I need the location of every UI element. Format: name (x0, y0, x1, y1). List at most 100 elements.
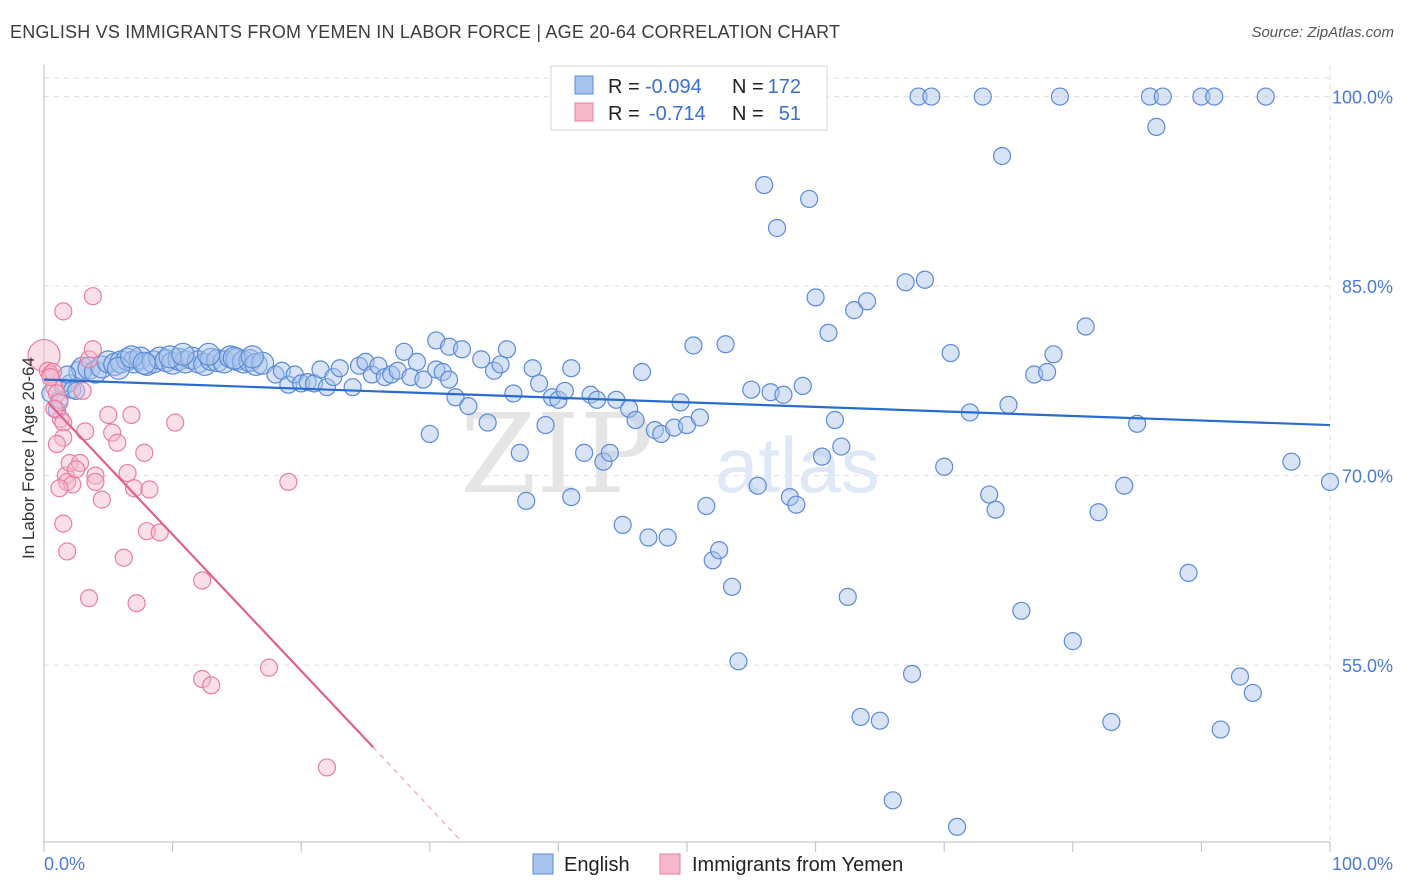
english-point-160 (1205, 87, 1224, 106)
yemen-point-25 (79, 589, 99, 608)
english-point-146 (1037, 362, 1057, 382)
yemen-point-8 (54, 413, 73, 432)
english-point-97 (658, 528, 677, 547)
yemen-point-37 (150, 523, 169, 542)
english-point-150 (1076, 317, 1095, 336)
english-point-101 (684, 336, 703, 355)
source-label: Source: ZipAtlas.com (1251, 24, 1394, 41)
english-point-73 (504, 384, 523, 403)
legend-bottom-english-label: English (564, 854, 630, 876)
english-point-136 (941, 343, 960, 363)
yemen-point-41 (202, 676, 221, 695)
yemen-point-49 (47, 434, 66, 454)
english-point-163 (1243, 683, 1262, 703)
yemen-point-29 (114, 548, 133, 567)
english-point-90 (613, 515, 632, 534)
english-point-67 (459, 397, 478, 416)
english-point-171 (132, 351, 156, 375)
english-point-44 (317, 378, 337, 397)
legend-english-n-label: N = (732, 76, 764, 98)
yemen-point-30 (118, 463, 137, 483)
english-point-149 (1063, 632, 1082, 651)
legend-bottom-english-swatch (532, 853, 554, 875)
english-point-75 (517, 491, 536, 510)
english-point-129 (883, 791, 902, 810)
yemen-point-36 (140, 480, 159, 499)
english-point-108 (729, 652, 748, 671)
english-point-58 (414, 370, 433, 389)
yemen-point-21 (83, 287, 102, 306)
english-point-140 (980, 485, 999, 504)
english-point-68 (472, 350, 491, 369)
english-point-77 (530, 374, 549, 393)
english-point-104 (703, 551, 722, 570)
legend-english-swatch (574, 75, 594, 95)
english-point-84 (575, 443, 594, 462)
english-point-118 (800, 189, 819, 209)
english-point-92 (626, 410, 645, 430)
legend-top: R = -0.094 N = 172 R = -0.714 N = 51 (550, 65, 828, 131)
english-point-82 (562, 487, 581, 507)
english-point-157 (1153, 87, 1172, 106)
english-point-161 (1211, 720, 1230, 739)
yemen-point-23 (86, 472, 105, 492)
chart-title: ENGLISH VS IMMIGRANTS FROM YEMEN IN LABO… (10, 22, 841, 42)
english-point-102 (690, 408, 709, 427)
english-point-147 (1044, 345, 1063, 364)
english-point-158 (1179, 563, 1198, 582)
english-points (41, 87, 1340, 836)
yemen-point-50 (50, 479, 69, 498)
english-trend-line (43, 378, 1331, 427)
yemen-point-17 (73, 381, 92, 401)
english-point-137 (947, 817, 967, 836)
english-point-173 (171, 342, 195, 366)
english-point-124 (838, 587, 857, 606)
english-point-78 (536, 415, 555, 435)
english-point-120 (812, 447, 832, 466)
english-point-155 (1140, 87, 1160, 106)
y-tick-label-0: 55.0% (1342, 656, 1393, 676)
english-point-123 (832, 437, 851, 456)
english-point-143 (999, 395, 1018, 414)
english-point-126 (851, 707, 870, 727)
legend-yemen-swatch (574, 102, 594, 122)
legend-english-n-value: 172 (768, 76, 801, 98)
english-point-41 (298, 373, 317, 392)
english-point-115 (780, 487, 799, 507)
english-point-175 (222, 346, 246, 370)
legend-yemen-n-value: 51 (779, 103, 801, 125)
yemen-trend-extension (372, 746, 463, 843)
yemen-point-24 (92, 490, 111, 509)
english-point-117 (793, 376, 812, 396)
yemen-point-20 (83, 340, 102, 359)
english-point-125 (845, 301, 864, 320)
english-point-114 (774, 385, 793, 404)
y-axis-label: In Labor Force | Age 20-64 (19, 357, 38, 559)
english-point-139 (973, 87, 992, 106)
yemen-point-26 (99, 405, 118, 425)
english-point-151 (1089, 503, 1108, 522)
english-point-46 (330, 359, 349, 378)
yemen-point-27 (103, 423, 122, 442)
english-point-93 (632, 362, 652, 382)
yemen-point-42 (259, 658, 279, 677)
english-point-122 (825, 410, 844, 430)
english-point-119 (806, 288, 825, 307)
yemen-point-15 (58, 542, 77, 561)
legend-bottom: English Immigrants from Yemen (532, 853, 903, 876)
yemen-trend-line (47, 401, 375, 748)
english-point-47 (343, 378, 362, 397)
english-point-72 (497, 340, 517, 359)
y-tick-label-2: 85.0% (1342, 277, 1393, 297)
english-point-127 (857, 292, 877, 311)
yemen-point-44 (317, 758, 337, 777)
legend-yemen-r-value: -0.714 (649, 103, 706, 125)
yemen-point-22 (86, 466, 105, 485)
legend-yemen-n-label: N = (732, 103, 764, 125)
yemen-point-31 (122, 405, 141, 425)
english-point-135 (935, 457, 954, 476)
english-point-134 (922, 87, 941, 106)
legend-bottom-yemen-swatch (659, 853, 681, 875)
english-point-109 (742, 380, 761, 399)
english-point-61 (433, 362, 452, 382)
